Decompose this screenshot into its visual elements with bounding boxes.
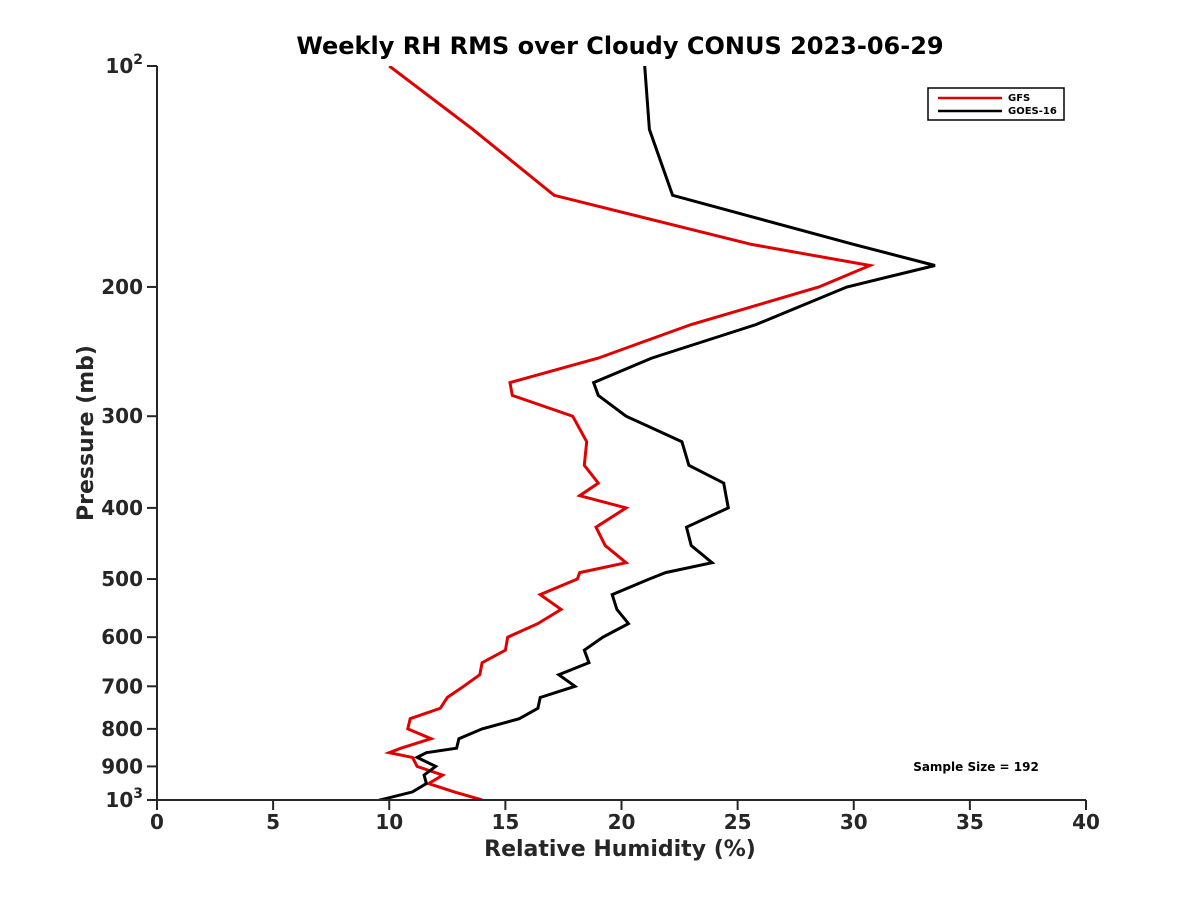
legend-box: [927, 87, 1065, 121]
x-tick-label: 5: [266, 810, 280, 834]
y-ticks: 102 200 300 400 500 600 700 800 900 103: [101, 52, 157, 812]
series-layer: [375, 66, 936, 800]
chart-title: Weekly RH RMS over Cloudy CONUS 2023-06-…: [296, 32, 943, 60]
y-tick-label: 500: [101, 567, 143, 591]
x-ticks: 0 5 10 15 20 25 30 35 40: [150, 800, 1100, 834]
x-tick-label: 0: [150, 810, 164, 834]
x-tick-label: 35: [956, 810, 984, 834]
y-tick-label: 300: [101, 404, 143, 428]
x-tick-label: 20: [608, 810, 636, 834]
x-tick-label: 15: [491, 810, 519, 834]
y-tick-label: 800: [101, 717, 143, 741]
legend-goes16-label: GOES-16: [1008, 106, 1057, 117]
series-line-goes16: [375, 66, 936, 800]
y-axis-label: Pressure (mb): [74, 345, 99, 521]
x-tick-label: 30: [840, 810, 868, 834]
y-tick-label: 200: [101, 275, 143, 299]
y-tick-label: 102: [105, 52, 143, 78]
x-tick-label: 10: [375, 810, 403, 834]
y-tick-label: 700: [101, 674, 143, 698]
y-tick-label: 900: [101, 754, 143, 778]
y-tick-label: 600: [101, 625, 143, 649]
series-line-gfs: [383, 66, 876, 800]
sample-size-annotation: Sample Size = 192: [913, 760, 1039, 774]
x-tick-label: 40: [1072, 810, 1100, 834]
x-axis-label: Relative Humidity (%): [484, 837, 756, 862]
legend-gfs-label: GFS: [1008, 93, 1030, 104]
y-tick-label: 103: [105, 786, 143, 812]
legend: GFS GOES-16: [927, 87, 1065, 121]
x-tick-label: 25: [724, 810, 752, 834]
y-tick-label: 400: [101, 496, 143, 520]
